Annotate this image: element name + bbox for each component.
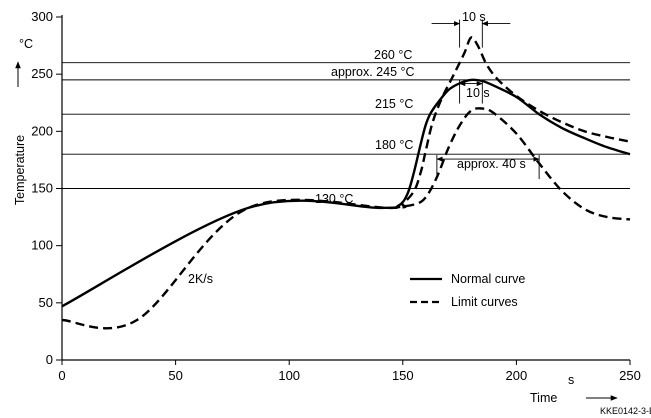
legend-item-normal: Normal curve	[451, 272, 525, 286]
y-tick-label-200: 200	[31, 123, 53, 138]
ref-label-180: 180 °C	[375, 138, 413, 152]
series-group	[61, 36, 631, 330]
series-line-2	[391, 107, 631, 221]
time-above-label: approx. 40 s	[457, 157, 526, 171]
ref-label-215: 215 °C	[375, 97, 413, 111]
y-tick-label-50: 50	[39, 295, 53, 310]
axes: 0 50 100 150 200 250 300 0 50 100 150 200 250	[15, 9, 641, 401]
ref-label-245: approx. 245 °C	[331, 65, 415, 79]
ramp-rate-label: 2K/s	[188, 272, 213, 286]
y-tick-label-0: 0	[46, 352, 53, 367]
y-tick-label-150: 150	[31, 181, 53, 196]
y-tick-label-250: 250	[31, 66, 53, 81]
x-tick-label-150: 150	[392, 368, 414, 383]
xlabel: Time	[530, 391, 557, 405]
plateau-label: 130 °C	[315, 192, 353, 206]
yunit: °C	[19, 37, 33, 51]
xunit: s	[568, 373, 574, 387]
x-tick-label-0: 0	[58, 368, 65, 383]
brackets	[431, 19, 540, 180]
y-tick-label-300: 300	[31, 9, 53, 24]
peak-window-normal-label: 10 s	[466, 86, 490, 100]
annotations: Temperature °C Time s 2K/s 130 °C 10 s 1…	[13, 10, 651, 416]
x-tick-label-50: 50	[168, 368, 182, 383]
x-tick-label-250: 250	[619, 368, 641, 383]
legend-item-limit: Limit curves	[451, 295, 518, 309]
series-line-1	[61, 36, 631, 330]
peak-window-label: 10 s	[462, 10, 486, 24]
figure-code: KKE0142-3-E	[600, 406, 651, 416]
ylabel: Temperature	[13, 135, 27, 205]
x-tick-label-100: 100	[278, 368, 300, 383]
reference-lines	[62, 62, 630, 189]
y-tick-label-100: 100	[31, 238, 53, 253]
x-tick-label-200: 200	[506, 368, 528, 383]
legend: Normal curve Limit curves	[410, 272, 525, 309]
ref-label-260: 260 °C	[374, 48, 412, 62]
